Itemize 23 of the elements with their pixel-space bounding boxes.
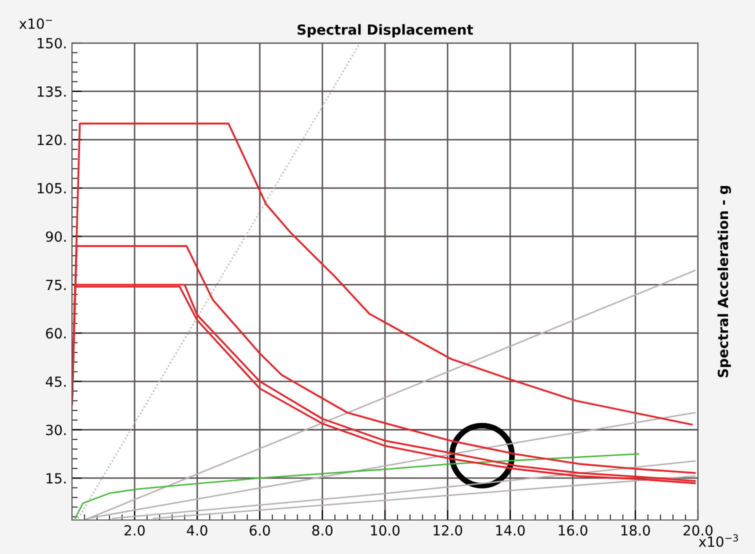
y-tick-label: 150.: [38, 38, 66, 48]
y-tick-label: 45.: [46, 376, 66, 387]
y-tick-label: 30.: [46, 424, 66, 436]
x-tick-label: 18.0: [621, 525, 650, 536]
x-tick-label: 20.0: [684, 525, 713, 536]
x-tick-label: 14.0: [496, 525, 525, 536]
y-tick-label: 75.: [46, 280, 66, 290]
chart-title: Spectral Displacement: [298, 24, 474, 38]
y-tick-label: 15.: [46, 473, 66, 484]
y-tick-label: 120.: [38, 134, 66, 146]
y-tick-label: 90.: [46, 231, 66, 242]
y-axis-title: Spectral Acceleration - g: [717, 186, 731, 378]
text: x10$^{−}$: [19, 18, 52, 29]
x-tick-label: 6.0: [250, 525, 270, 536]
y-tick-label: 135.: [38, 86, 66, 97]
x-tick-label: 8.0: [312, 525, 333, 536]
x-tick-label: 16.0: [558, 525, 588, 536]
x-tick-label: 10.0: [371, 525, 400, 536]
x-tick-label: 2.0: [124, 525, 145, 536]
y-tick-label: 105.: [38, 183, 66, 194]
y-tick-label: 60.: [46, 328, 66, 339]
x-tick-label: 12.0: [434, 525, 462, 536]
x-tick-label: 4.0: [186, 525, 208, 536]
